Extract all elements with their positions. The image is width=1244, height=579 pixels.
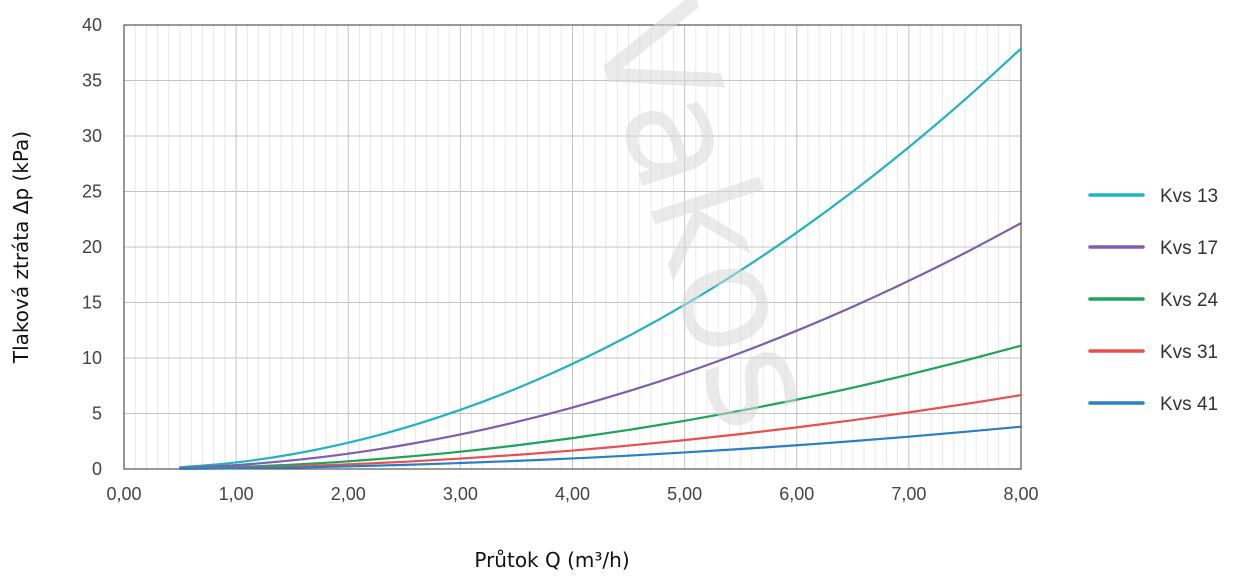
series-line-kvs-31: [178, 393, 1023, 470]
legend-item-kvs-13: Kvs 13: [1088, 186, 1218, 207]
x-tick-labels: 0,00 1,00 2,00 3,00 4,00 5,00 6,00 7,00 8,00: [106, 484, 1038, 504]
y-tick-label: 40: [82, 15, 102, 35]
y-tick-label: 10: [82, 348, 102, 368]
series-line-kvs-17: [178, 222, 1023, 470]
y-tick-label: 15: [82, 293, 102, 313]
legend-item-kvs-31: Kvs 31: [1088, 342, 1218, 363]
series-line-kvs-24: [178, 344, 1023, 470]
watermark-text: Vakos: [556, 0, 856, 449]
x-tick-label: 2,00: [331, 484, 366, 504]
plot-frame: [123, 24, 1022, 470]
legend-label: Kvs 31: [1160, 342, 1218, 363]
grid: [124, 25, 1021, 469]
y-tick-label: 25: [82, 182, 102, 202]
x-tick-label: 5,00: [667, 484, 702, 504]
legend-label: Kvs 24: [1160, 290, 1219, 311]
x-tick-label: 1,00: [219, 484, 254, 504]
legend-label: Kvs 41: [1160, 394, 1218, 415]
legend-item-kvs-24: Kvs 24: [1088, 290, 1219, 311]
x-axis-title: Průtok Q (m³/h): [474, 548, 629, 572]
legend-label: Kvs 13: [1160, 186, 1218, 207]
x-tick-label: 0,00: [106, 484, 141, 504]
y-tick-label: 30: [82, 126, 102, 146]
x-tick-label: 4,00: [555, 484, 590, 504]
series-line-kvs-13: [178, 47, 1023, 469]
y-tick-label: 35: [82, 71, 102, 91]
y-tick-labels: 0 5 10 15 20 25 30 35 40: [82, 15, 102, 479]
y-tick-label: 20: [82, 237, 102, 257]
x-tick-label: 7,00: [891, 484, 926, 504]
x-tick-label: 3,00: [443, 484, 478, 504]
legend-label: Kvs 17: [1160, 238, 1218, 259]
y-axis-title: Tlaková ztráta Δp (kPa): [9, 131, 33, 364]
x-tick-label: 6,00: [779, 484, 814, 504]
legend-item-kvs-41: Kvs 41: [1088, 394, 1218, 415]
y-tick-label: 5: [92, 404, 102, 424]
series-line-kvs-41: [178, 425, 1023, 470]
x-tick-label: 8,00: [1003, 484, 1038, 504]
legend: Kvs 13 Kvs 17 Kvs 24 Kvs 31 Kvs 41: [1088, 186, 1219, 415]
legend-item-kvs-17: Kvs 17: [1088, 238, 1218, 259]
y-tick-label: 0: [92, 459, 102, 479]
series-layer: [178, 47, 1023, 470]
